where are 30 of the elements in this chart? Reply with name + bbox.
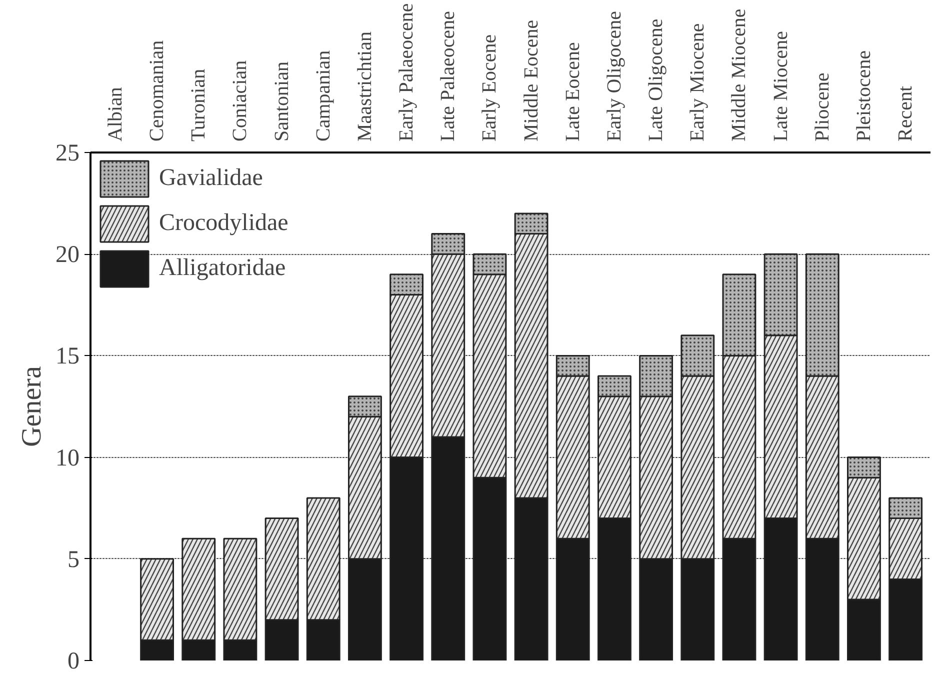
y-tick-label: 0 (68, 648, 80, 674)
x-tick-label: Santonian (270, 62, 293, 142)
y-tick-label: 15 (56, 344, 80, 370)
legend-label: Crocodylidae (159, 210, 288, 237)
x-tick-label: Late Eocene (562, 42, 584, 142)
x-tick-label: Early Oligocene (603, 10, 626, 142)
x-tick-label: Pleistocene (852, 50, 875, 142)
x-tick-label: Early Miocene (686, 23, 709, 142)
x-tick-label: Middle Eocene (520, 20, 542, 142)
x-tick-label: Early Palaeocene (396, 3, 418, 142)
y-axis-title: Genera (16, 366, 48, 447)
x-tick-label: Albian (104, 87, 126, 142)
x-tick-label: Middle Miocene (728, 8, 750, 142)
x-tick-label: Cenomanian (146, 40, 168, 142)
x-tick-label: Early Eocene (478, 34, 501, 142)
x-tick-label: Pliocene (811, 72, 834, 142)
x-tick-label: Late Oligocene (645, 18, 668, 142)
x-tick-label: Maastrichtian (354, 32, 376, 142)
x-tick-label: Recent (894, 86, 917, 142)
legend-label: Gavialidae (159, 165, 263, 192)
x-tick-label: Coniacian (229, 60, 252, 142)
y-tick-label: 10 (56, 445, 80, 472)
x-tick-label: Campanian (312, 50, 334, 142)
x-tick-label: Late Palaeocene (437, 10, 460, 142)
legend-label: Alligatoridae (159, 255, 286, 282)
x-tick-label: Late Miocene (770, 30, 792, 142)
y-tick-label: 20 (56, 242, 80, 268)
y-tick-label: 25 (56, 140, 80, 166)
y-tick-label: 5 (68, 546, 80, 573)
x-tick-label: Turonian (188, 68, 210, 142)
